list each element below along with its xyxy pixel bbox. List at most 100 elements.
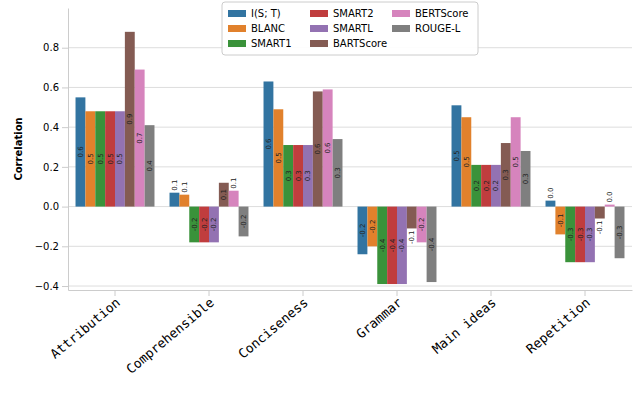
x-tick-label: Main ideas [429, 295, 499, 357]
legend-item: SMARTL [310, 23, 373, 34]
data-label: -0.1 [557, 214, 565, 228]
bar [283, 145, 293, 207]
data-label: 0.3 [502, 169, 510, 180]
y-tick-label: 0.2 [43, 162, 59, 173]
y-tick-mark [62, 87, 68, 88]
legend-swatch [228, 25, 246, 32]
data-label: -0.4 [398, 238, 406, 252]
data-label: -0.3 [616, 226, 624, 240]
bar [555, 207, 565, 235]
y-tick-mark [62, 48, 68, 49]
bar [565, 207, 575, 263]
bar [293, 145, 303, 207]
y-axis-line [68, 9, 69, 291]
x-axis-line [69, 290, 633, 291]
bar [170, 193, 180, 207]
bar [461, 117, 471, 206]
x-tick-label: Repetition [523, 295, 593, 357]
y-tick: 0.4 [43, 122, 68, 133]
bars [76, 32, 625, 284]
bar [125, 32, 135, 207]
y-tick-mark [62, 246, 68, 247]
bar [85, 111, 95, 206]
grid [68, 48, 632, 286]
bar [585, 207, 595, 263]
bar [427, 207, 437, 282]
y-tick-mark [62, 207, 68, 208]
bar [219, 183, 229, 207]
x-tick-mark [397, 290, 398, 296]
bar [358, 207, 368, 255]
legend-item: SMART1 [228, 38, 292, 49]
bar [501, 143, 511, 207]
data-label: 0.6 [77, 146, 85, 158]
data-label: 0.5 [107, 153, 115, 164]
legend-swatch [310, 10, 328, 17]
legend-label: BARTScore [333, 38, 387, 49]
y-tick-label: 0.0 [43, 201, 59, 212]
y-axis-title: Correlation [13, 117, 24, 180]
x-tick-label: Conciseness [235, 295, 311, 362]
data-label: 0.2 [492, 180, 500, 191]
bar [105, 111, 115, 206]
bar [189, 207, 199, 243]
bar [179, 195, 189, 207]
bar [452, 105, 462, 206]
y-tick-mark [62, 167, 68, 168]
bar [76, 97, 86, 206]
data-label: -0.3 [577, 228, 585, 242]
x-tick: Grammar [353, 290, 405, 342]
y-tick-label: −0.4 [35, 281, 59, 292]
data-label: 0.1 [230, 178, 238, 189]
legend-box [222, 2, 478, 55]
bar [303, 145, 313, 207]
legend-label: SMART1 [251, 38, 292, 49]
data-label: 0.5 [512, 156, 520, 167]
bar [491, 165, 501, 207]
bar [333, 139, 343, 207]
legend-item: ROUGE-L [392, 23, 461, 34]
bar [115, 111, 125, 206]
data-label: 0.5 [97, 153, 105, 164]
legend-label: BLANC [251, 23, 285, 34]
y-tick: −0.4 [35, 281, 68, 292]
data-label: 0.5 [463, 156, 471, 167]
data-label: -0.2 [191, 218, 199, 232]
x-tick: Repetition [523, 290, 593, 357]
bar [575, 207, 585, 263]
data-label: -0.4 [428, 237, 436, 251]
data-label: -0.3 [586, 228, 594, 242]
bar [273, 109, 283, 206]
data-label: -0.4 [389, 238, 397, 252]
x-axis: AttributionComprehensibleConcisenessGram… [47, 290, 632, 377]
y-tick: 0.0 [43, 201, 68, 212]
bar [481, 165, 491, 207]
data-label: 0.5 [275, 152, 283, 163]
bar [605, 205, 615, 207]
bar [135, 70, 145, 207]
x-tick-mark [491, 290, 492, 296]
data-label: -0.2 [359, 224, 367, 238]
y-tick-label: 0.4 [43, 122, 59, 133]
grid-line [68, 87, 632, 88]
bar [229, 191, 239, 207]
bar [145, 125, 155, 206]
legend: I(S; T)BLANCSMART1SMART2SMARTLBARTScoreB… [222, 2, 478, 55]
data-label: -0.1 [596, 221, 604, 235]
bar [323, 89, 333, 206]
data-label: -0.3 [567, 228, 575, 242]
bar [377, 207, 387, 284]
data-label: 0.3 [522, 173, 530, 184]
data-label: -0.1 [408, 230, 416, 244]
legend-label: I(S; T) [251, 8, 281, 19]
y-axis: −0.4−0.20.00.20.40.60.8 [35, 9, 69, 292]
data-label: 0.0 [547, 187, 555, 198]
x-tick-label: Comprehensible [123, 295, 217, 377]
grid-line [68, 286, 632, 287]
data-label: 0.6 [265, 138, 273, 150]
legend-swatch [310, 40, 328, 47]
data-label: 0.0 [606, 191, 614, 202]
data-label: 0.5 [453, 150, 461, 161]
data-label: 0.2 [483, 180, 491, 191]
bar [595, 207, 605, 219]
